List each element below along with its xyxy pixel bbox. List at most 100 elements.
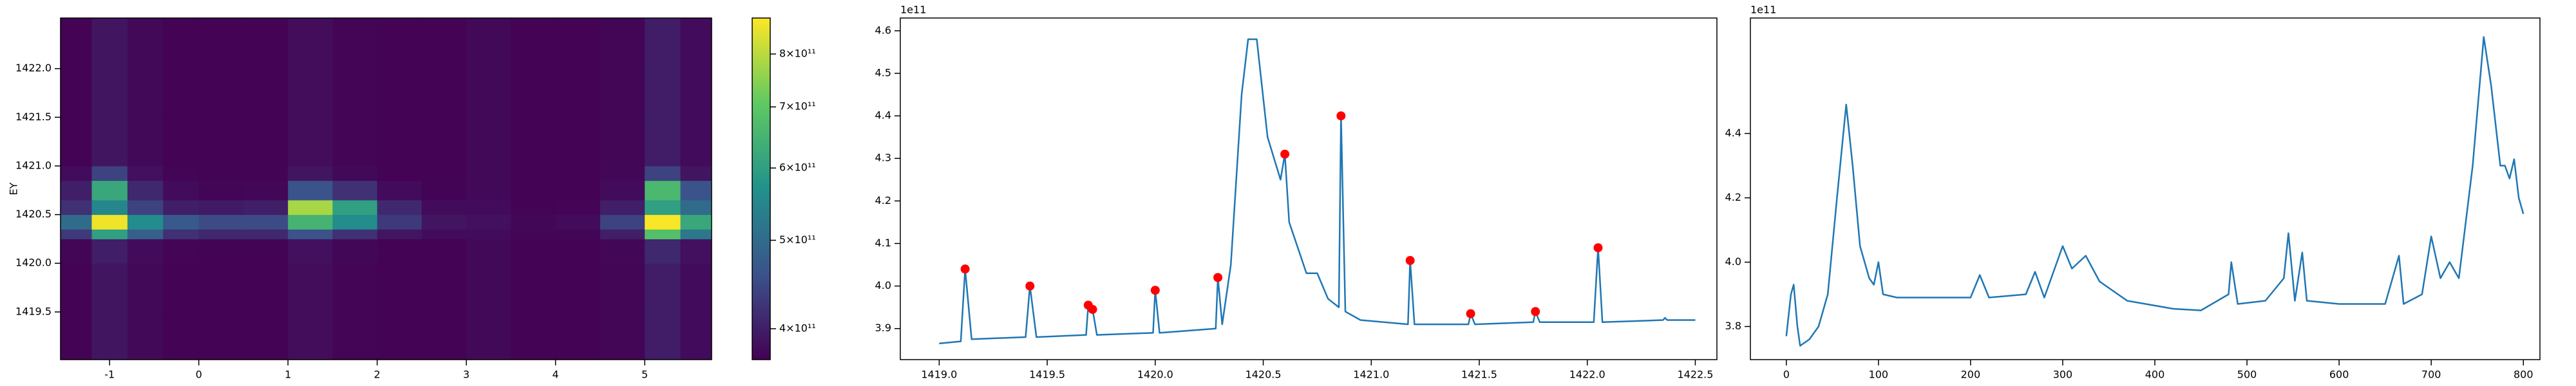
heatmap-cell (243, 311, 289, 360)
y-tick-label: 1420.0 (15, 257, 52, 269)
heatmap-cell (127, 165, 164, 181)
heatmap-cell (466, 117, 511, 167)
heatmap-cell (645, 117, 681, 167)
peak-marker (1150, 286, 1160, 295)
heatmap-cell (680, 18, 712, 69)
heatmap-cell (91, 18, 128, 69)
y-tick-label: 1421.0 (15, 159, 52, 171)
x-tick-label: 4 (553, 369, 559, 381)
heatmap-cell (332, 199, 378, 216)
heatmap-cell (421, 117, 467, 167)
heatmap-cell (288, 311, 333, 360)
heatmap-cell (127, 117, 164, 167)
y-tick-label: 4.2 (1725, 191, 1741, 203)
heatmap-cell (600, 117, 645, 167)
heatmap-cell (600, 263, 645, 313)
colorbar-tick-label: 4×10¹¹ (779, 322, 816, 334)
heatmap-cell (466, 229, 511, 239)
heatmap-cell (288, 263, 333, 313)
heatmap-cell (332, 263, 378, 313)
colorbar-tick-label: 8×10¹¹ (779, 47, 816, 59)
heatmap-cell (91, 239, 128, 264)
y-tick-label: 1419.5 (15, 305, 52, 317)
y-tick-label: 4.4 (875, 109, 891, 122)
heatmap-cell (600, 165, 645, 181)
heatmap-cell (288, 229, 333, 239)
x-tick-label: 1 (285, 369, 291, 381)
heatmap-cell (600, 18, 645, 69)
heatmap-cell (91, 180, 128, 201)
heatmap-cell (645, 68, 681, 118)
heatmap-cell (163, 68, 200, 118)
heatmap-cell (332, 117, 378, 167)
heatmap-cell (127, 229, 164, 239)
heatmap-cell (645, 199, 681, 216)
heatmap-cell (163, 229, 200, 239)
heatmap-cell (61, 311, 92, 360)
heatmap-cell (555, 239, 601, 264)
peak-marker (1531, 307, 1540, 317)
heatmap-cell (421, 199, 467, 216)
peak-marker (1466, 309, 1475, 318)
heatmap-cell (645, 229, 681, 239)
heatmap-cell (332, 311, 378, 360)
heatmap-cell (163, 199, 200, 216)
heatmap-cell (680, 311, 712, 360)
heatmap-cell (198, 180, 244, 201)
axes-frame (900, 17, 1718, 360)
x-tick-label: 5 (641, 369, 648, 381)
heatmap-cell (243, 117, 289, 167)
heatmap-cell (511, 68, 556, 118)
heatmap-cell (466, 214, 511, 230)
heatmap-cell (91, 199, 128, 216)
heatmap-cell (555, 68, 601, 118)
heatmap-cell (421, 311, 467, 360)
heatmap-cell (377, 229, 422, 239)
heatmap-cell (61, 18, 92, 69)
axes-frame (60, 17, 712, 360)
heatmap-cell (555, 18, 601, 69)
heatmap-cell (680, 180, 712, 201)
x-tick-label: 1422.0 (1569, 369, 1605, 381)
heatmap-cell (600, 199, 645, 216)
heatmap-cell (466, 18, 511, 69)
heatmap-cell (163, 214, 200, 230)
heatmap-cell (61, 117, 92, 167)
heatmap-cell (127, 68, 164, 118)
heatmap-cell (555, 263, 601, 313)
axes-frame (1750, 17, 2541, 360)
heatmap-cell (127, 214, 164, 230)
heatmap-cell (680, 117, 712, 167)
peak-marker (1088, 304, 1097, 314)
heatmap-cell (645, 214, 681, 230)
heatmap-cell (288, 165, 333, 181)
heatmap-cell (421, 180, 467, 201)
heatmap-cell (377, 117, 422, 167)
heatmap-cell (600, 239, 645, 264)
y-tick-label: 4.5 (875, 66, 891, 78)
y-tick-label: 1422.0 (15, 62, 52, 74)
heatmap-cell (127, 263, 164, 313)
heatmap-cell (511, 311, 556, 360)
x-tick-label: 100 (1869, 369, 1889, 381)
heatmap-cell (421, 165, 467, 181)
data-line (939, 38, 1696, 345)
heatmap-cell (243, 199, 289, 216)
heatmap-cell (163, 239, 200, 264)
heatmap-cell (555, 180, 601, 201)
heatmap-cell (555, 165, 601, 181)
y-tick-label: 4.4 (1725, 127, 1741, 139)
heatmap-cell (600, 229, 645, 239)
heatmap-cell (127, 199, 164, 216)
heatmap-cell (91, 311, 128, 360)
heatmap-cell (91, 229, 128, 239)
x-tick-label: 600 (2329, 369, 2349, 381)
y-tick-label: 4.0 (1725, 255, 1741, 268)
y-tick-label: 4.2 (875, 194, 891, 207)
heatmap-cell (645, 263, 681, 313)
heatmap-cell (61, 180, 92, 201)
heatmap-cell (645, 180, 681, 201)
heatmap-cell (91, 263, 128, 313)
heatmap-cell (332, 180, 378, 201)
